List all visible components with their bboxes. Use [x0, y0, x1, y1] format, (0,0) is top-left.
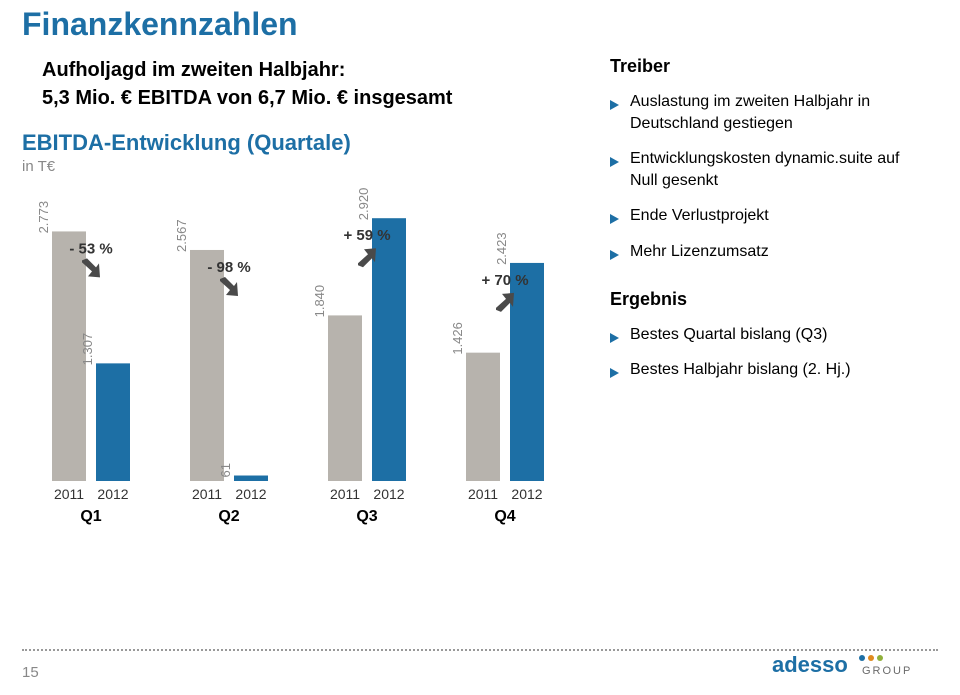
logo-subtext: GROUP	[862, 665, 912, 677]
svg-text:- 98 %: - 98 %	[207, 259, 250, 276]
triangle-bullet-icon	[610, 328, 620, 350]
bullet-text: Auslastung im zweiten Halbjahr in Deutsc…	[630, 93, 870, 132]
svg-text:2011: 2011	[192, 486, 222, 502]
bullet-item: Auslastung im zweiten Halbjahr in Deutsc…	[610, 91, 930, 134]
subtitle-line-2: 5,3 Mio. € EBITDA von 6,7 Mio. € insgesa…	[42, 87, 452, 109]
bullet-text: Ende Verlustprojekt	[630, 207, 769, 224]
chart-title: EBITDA-Entwicklung (Quartale)	[22, 130, 562, 156]
triangle-bullet-icon	[610, 95, 620, 117]
svg-text:2.423: 2.423	[494, 232, 509, 265]
bullet-text: Bestes Halbjahr bislang (2. Hj.)	[630, 361, 851, 378]
bullet-text: Entwicklungskosten dynamic.suite auf Nul…	[630, 150, 899, 189]
svg-text:2011: 2011	[468, 486, 498, 502]
svg-text:1.840: 1.840	[312, 285, 327, 318]
subtitle-line-1: Aufholjagd im zweiten Halbjahr:	[42, 59, 345, 81]
ergebnis-list: Bestes Quartal bislang (Q3) Bestes Halbja…	[610, 324, 930, 381]
svg-text:2.773: 2.773	[36, 201, 51, 234]
bullet-item: Entwicklungskosten dynamic.suite auf Nul…	[610, 148, 930, 191]
svg-text:61: 61	[218, 463, 233, 477]
svg-text:+ 59 %: + 59 %	[343, 227, 390, 244]
bullet-item: Ende Verlustprojekt	[610, 205, 930, 227]
svg-text:Q3: Q3	[356, 508, 377, 525]
svg-text:- 53 %: - 53 %	[69, 240, 112, 257]
chart-subtitle: in T€	[22, 158, 562, 175]
brand-logo: adesso GROUP	[772, 650, 932, 685]
bullet-text: Mehr Lizenzumsatz	[630, 243, 769, 260]
svg-text:2012: 2012	[373, 486, 404, 502]
svg-text:2012: 2012	[235, 486, 266, 502]
svg-text:1.307: 1.307	[80, 333, 95, 366]
svg-text:Q1: Q1	[80, 508, 101, 525]
svg-text:2011: 2011	[330, 486, 360, 502]
page-number: 15	[22, 664, 39, 681]
triangle-bullet-icon	[610, 209, 620, 231]
svg-text:2.567: 2.567	[174, 219, 189, 252]
logo-dot-2	[868, 655, 874, 661]
slide-title: Finanzkennzahlen	[22, 6, 298, 43]
treiber-list: Auslastung im zweiten Halbjahr in Deutsc…	[610, 91, 930, 263]
bullet-text: Bestes Quartal bislang (Q3)	[630, 326, 827, 343]
slide-subtitle: Aufholjagd im zweiten Halbjahr: 5,3 Mio.…	[42, 56, 452, 112]
chart-canvas: 2.773 1.307 - 53 % 2011 2012 Q1 2.567 61 - 98 % 2…	[22, 181, 562, 561]
svg-text:2012: 2012	[511, 486, 542, 502]
bullet-item: Mehr Lizenzumsatz	[610, 241, 930, 263]
bullet-item: Bestes Quartal bislang (Q3)	[610, 324, 930, 346]
svg-text:1.426: 1.426	[450, 322, 465, 355]
bullet-item: Bestes Halbjahr bislang (2. Hj.)	[610, 359, 930, 381]
treiber-heading: Treiber	[610, 56, 930, 77]
svg-text:Q2: Q2	[218, 508, 239, 525]
logo-dot-3	[877, 655, 883, 661]
logo-wordmark: adesso	[772, 652, 848, 677]
logo-dot-1	[859, 655, 865, 661]
triangle-bullet-icon	[610, 363, 620, 385]
svg-text:+ 70 %: + 70 %	[481, 272, 528, 289]
ergebnis-heading: Ergebnis	[610, 289, 930, 310]
right-column: Treiber Auslastung im zweiten Halbjahr i…	[610, 56, 930, 407]
triangle-bullet-icon	[610, 245, 620, 267]
svg-text:2011: 2011	[54, 486, 84, 502]
svg-text:2.920: 2.920	[356, 188, 371, 221]
svg-text:2012: 2012	[97, 486, 128, 502]
triangle-bullet-icon	[610, 152, 620, 174]
svg-text:Q4: Q4	[494, 508, 515, 525]
ebitda-chart: EBITDA-Entwicklung (Quartale) in T€ 2.77…	[22, 130, 562, 570]
